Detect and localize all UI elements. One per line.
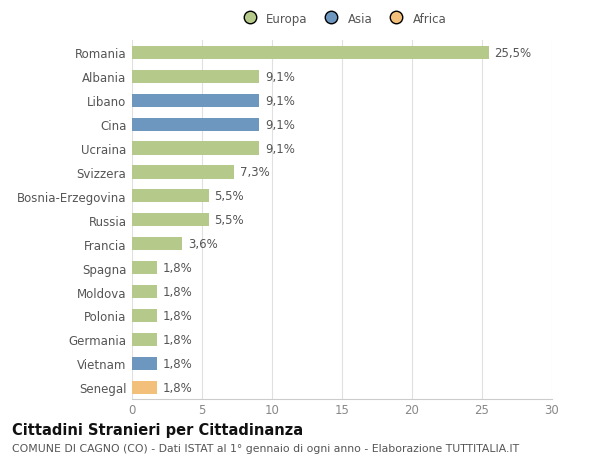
Bar (132, 166, 234, 179)
Text: 1,8%: 1,8% (163, 357, 193, 370)
Text: 1,8%: 1,8% (163, 285, 193, 298)
Bar (132, 47, 489, 60)
Text: 1,8%: 1,8% (163, 309, 193, 322)
Bar (132, 357, 157, 370)
Bar (132, 142, 259, 155)
Text: 1,8%: 1,8% (163, 381, 193, 394)
Bar (132, 71, 259, 84)
Bar (132, 238, 182, 251)
Bar (132, 333, 157, 346)
Text: 5,5%: 5,5% (215, 214, 244, 227)
Bar (132, 95, 259, 107)
Bar (132, 381, 157, 394)
Text: 1,8%: 1,8% (163, 333, 193, 346)
Bar (132, 190, 209, 203)
Legend: Europa, Asia, Africa: Europa, Asia, Africa (233, 8, 451, 30)
Text: Cittadini Stranieri per Cittadinanza: Cittadini Stranieri per Cittadinanza (12, 422, 303, 437)
Text: 5,5%: 5,5% (215, 190, 244, 203)
Text: 25,5%: 25,5% (494, 47, 532, 60)
Text: 9,1%: 9,1% (265, 95, 295, 107)
Bar (132, 214, 209, 227)
Text: 1,8%: 1,8% (163, 262, 193, 274)
Text: 9,1%: 9,1% (265, 118, 295, 131)
Text: 7,3%: 7,3% (240, 166, 269, 179)
Text: COMUNE DI CAGNO (CO) - Dati ISTAT al 1° gennaio di ogni anno - Elaborazione TUTT: COMUNE DI CAGNO (CO) - Dati ISTAT al 1° … (12, 443, 519, 453)
Text: 3,6%: 3,6% (188, 238, 218, 251)
Text: 9,1%: 9,1% (265, 71, 295, 84)
Bar (132, 285, 157, 298)
Bar (132, 118, 259, 131)
Bar (132, 309, 157, 322)
Bar (132, 262, 157, 274)
Text: 9,1%: 9,1% (265, 142, 295, 155)
